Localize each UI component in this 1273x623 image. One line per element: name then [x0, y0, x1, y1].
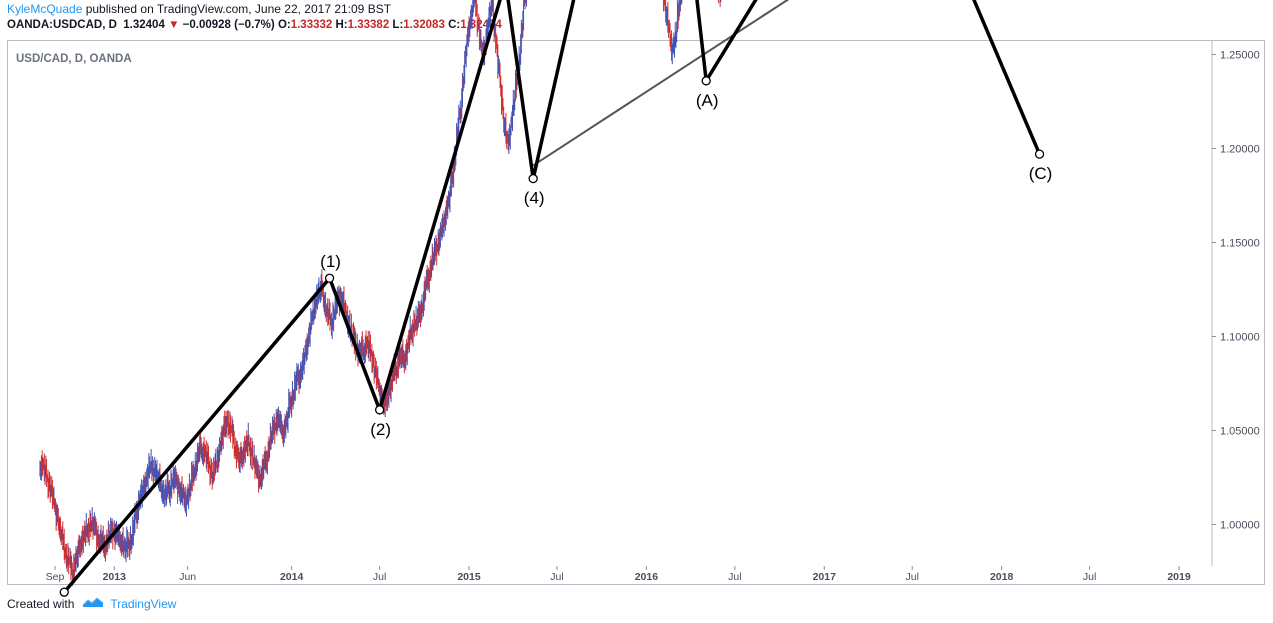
symbol-label[interactable]: OANDA:USDCAD, D [7, 19, 117, 31]
last-price: 1.32404 [123, 19, 165, 31]
low-label: L: [392, 19, 404, 31]
drawing-layer: 1.32404(1)(2)(3)(4)(5)(A)(B)(C) [59, 0, 1053, 597]
wave-label: (2) [370, 420, 391, 439]
x-tick-label: 2014 [280, 571, 304, 583]
tradingview-logo-icon [82, 596, 104, 611]
footer: Created with TradingView [7, 596, 176, 611]
x-tick-label: Jun [179, 571, 196, 583]
wave-pivot-marker[interactable] [324, 273, 335, 283]
created-with-text: Created with [7, 596, 75, 611]
wave-label: (1) [320, 252, 341, 271]
publish-info: KyleMcQuade published on TradingView.com… [7, 2, 391, 16]
y-tick-label: 1.00000 [1220, 520, 1260, 532]
open-value: 1.33332 [290, 19, 333, 31]
close-label: C: [448, 19, 461, 31]
y-tick-label: 1.20000 [1220, 144, 1260, 156]
x-tick-label: Jul [1083, 571, 1096, 583]
y-tick-label: 1.15000 [1220, 238, 1260, 250]
y-tick-label: 1.25000 [1220, 50, 1260, 62]
time-axis[interactable]: Sep 2013 Jun 2014 Jul 2015 Jul 2016 Jul 2017 Jul 20… [46, 566, 1191, 583]
x-tick-label: 2017 [813, 571, 837, 583]
chart-header: KyleMcQuade published on TradingView.com… [0, 0, 1273, 38]
x-tick-label: Jul [373, 571, 386, 583]
high-label: H: [335, 19, 348, 31]
symbol-info: OANDA:USDCAD, D 1.32404 ▼ −0.00928 (−0.7… [7, 19, 502, 31]
x-tick-label: Jul [905, 571, 918, 583]
x-tick-label: 2013 [103, 571, 127, 583]
chart-title: USD/CAD, D, OANDA [16, 53, 132, 65]
x-tick-label: 2018 [990, 571, 1014, 583]
x-tick-label: 2016 [635, 571, 659, 583]
x-tick-label: 2019 [1167, 571, 1191, 583]
down-arrow-icon: ▼ [168, 19, 180, 31]
y-tick-label: 1.05000 [1220, 426, 1260, 438]
wave-pivot-marker[interactable] [528, 173, 538, 184]
wave-pivot-marker[interactable] [701, 76, 711, 86]
price-change: −0.00928 (−0.7%) [182, 19, 275, 31]
y-tick-label: 1.10000 [1220, 332, 1260, 344]
author-link[interactable]: KyleMcQuade [7, 2, 83, 16]
wave-pivot-marker[interactable] [59, 587, 69, 597]
chart-frame[interactable] [7, 40, 1265, 585]
wave-pivot-marker[interactable] [374, 405, 385, 415]
wave-label: (4) [524, 189, 545, 208]
trendline[interactable] [532, 0, 1001, 167]
open-label: O: [277, 19, 291, 31]
wave-pivot-marker[interactable] [1034, 149, 1045, 159]
candles-layer [39, 0, 722, 586]
price-axis[interactable]: 1.00000 1.05000 1.10000 1.15000 1.20000 1.250… [1211, 0, 1260, 566]
x-tick-label: Jul [550, 571, 563, 583]
wave-label: (A) [696, 91, 719, 110]
x-tick-label: Sep [46, 571, 65, 583]
high-value: 1.33382 [347, 19, 390, 31]
x-tick-label: 2015 [457, 571, 481, 583]
elliott-wave-path[interactable] [62, 0, 1042, 594]
tradingview-link[interactable]: TradingView [110, 596, 177, 611]
x-tick-label: Jul [728, 571, 741, 583]
low-value: 1.32083 [403, 19, 445, 31]
wave-label: (C) [1029, 164, 1053, 183]
publish-text: published on TradingView.com, June 22, 2… [82, 2, 392, 16]
